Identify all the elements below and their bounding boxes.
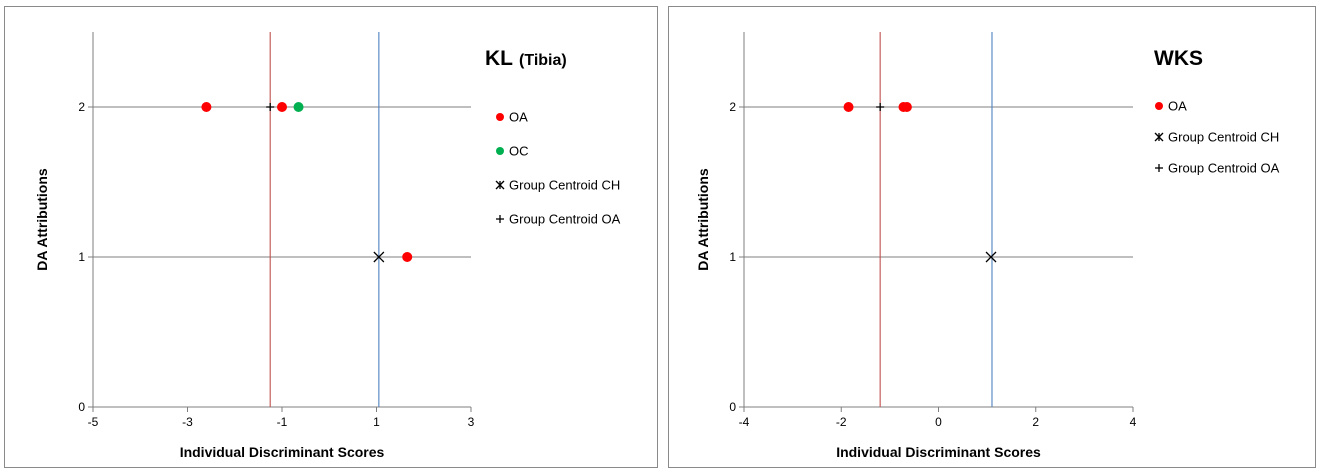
legend-marker [1155, 102, 1163, 110]
legend-marker [496, 113, 504, 121]
point-group-centroid-ch-stroke-b [985, 251, 997, 263]
y-tick-label: 2 [78, 100, 85, 114]
point-group-centroid-oa [876, 103, 885, 111]
point-oa [901, 102, 912, 112]
point-group-centroid-oa [266, 103, 275, 111]
chart-panel-wks: -4 -2 0 2 4 0 1 2 Individual Discriminant Scores… [668, 6, 1316, 468]
point-oc [293, 102, 304, 112]
chart-panel-kl-tibia: -5 -3 -1 1 3 0 1 2 Individual Discriminant Score… [4, 6, 658, 468]
chart-title: KL (Tibia) [485, 47, 567, 70]
x-tick-label: -3 [182, 415, 193, 429]
x-tick-label: 4 [1130, 415, 1137, 429]
legend-marker [1154, 132, 1164, 142]
y-tick-label: 0 [78, 400, 85, 414]
chart-title-suffix: (Tibia) [519, 52, 567, 69]
x-tick-label: -5 [88, 415, 99, 429]
point-oa [402, 252, 413, 262]
point-group-centroid-ch [373, 251, 385, 263]
x-tick-label: 0 [935, 415, 942, 429]
y-tick-label: 1 [78, 250, 85, 264]
y-axis-label: DA Attributions [695, 168, 711, 271]
point-oa [843, 102, 854, 112]
legend-label: Group Centroid CH [509, 178, 620, 193]
x-axis-label: Individual Discriminant Scores [836, 444, 1041, 460]
chart-title: WKS [1154, 47, 1203, 70]
x-tick-label: 3 [468, 415, 475, 429]
legend-label: OA [1168, 99, 1187, 114]
chart-title-main: WKS [1154, 47, 1203, 70]
legend-label: Group Centroid CH [1168, 130, 1279, 145]
legend-label: Group Centroid OA [509, 212, 621, 227]
legend-marker [496, 215, 504, 223]
x-axis-label: Individual Discriminant Scores [180, 444, 385, 460]
point-oa [201, 102, 212, 112]
legend-marker [495, 180, 505, 190]
legend-label: OA [509, 110, 528, 125]
chart-title-main: KL [485, 47, 513, 70]
y-tick-label: 1 [729, 250, 736, 264]
point-oa [277, 102, 287, 112]
y-tick-label: 2 [729, 100, 736, 114]
x-tick-label: 1 [373, 415, 380, 429]
chart-wks: -4 -2 0 2 4 0 1 2 Individual Discriminant Scores… [695, 32, 1280, 460]
x-tick-label: -2 [836, 415, 847, 429]
x-tick-label: -1 [277, 415, 288, 429]
y-tick-label: 0 [729, 400, 736, 414]
point-group-centroid-ch-stroke-b [373, 251, 385, 263]
x-tick-label: -4 [739, 415, 750, 429]
x-tick-label: 2 [1032, 415, 1039, 429]
point-group-centroid-ch [985, 251, 997, 263]
legend-label: Group Centroid OA [1168, 161, 1280, 176]
legend-marker [1155, 164, 1163, 172]
y-axis-label: DA Attributions [34, 168, 50, 271]
legend-marker [496, 147, 504, 155]
legend-label: OC [509, 144, 529, 159]
chart-kl-tibia: -5 -3 -1 1 3 0 1 2 Individual Discriminant Score… [34, 32, 621, 460]
